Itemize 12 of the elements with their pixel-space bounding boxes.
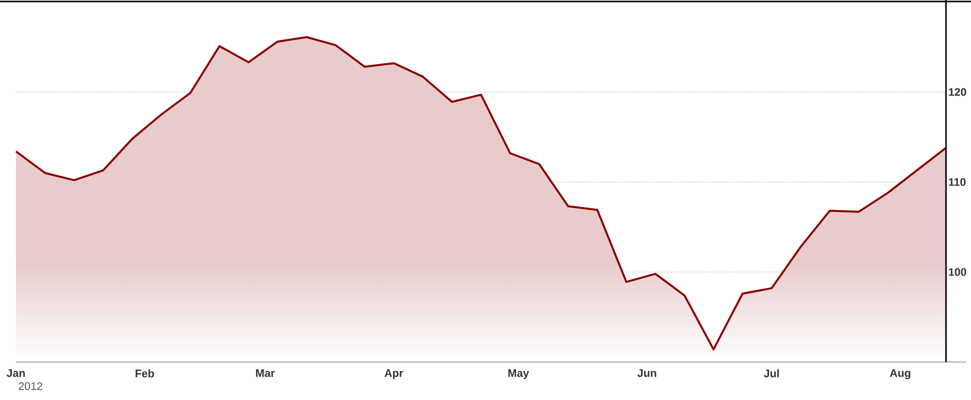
y-tick-label: 110: [948, 178, 966, 186]
x-tick-label: Jul: [764, 369, 779, 378]
x-tick-label: Feb: [136, 369, 154, 378]
x-tick-label: Jun: [637, 369, 656, 377]
x-tick-label: May: [508, 369, 530, 380]
x-tick-label: Aug: [890, 369, 910, 380]
x-tick-label: Jan: [6, 369, 25, 377]
y-tick-label: 120: [948, 88, 966, 96]
x-tick-label: Apr: [384, 369, 404, 380]
x-tick-label: Mar: [256, 369, 275, 377]
x-axis-title: 2012: [18, 382, 42, 390]
y-tick-label: 100: [948, 268, 966, 276]
